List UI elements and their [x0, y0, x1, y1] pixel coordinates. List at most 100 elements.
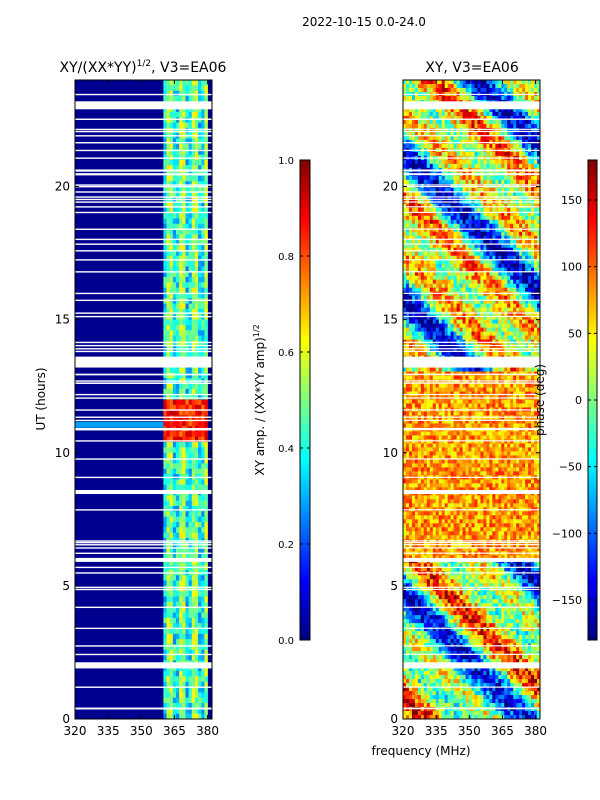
- amp-cell: [172, 607, 177, 613]
- phase-cell: [489, 203, 493, 209]
- amp-cell: [163, 495, 167, 501]
- phase-cell: [537, 207, 540, 213]
- phase-cell: [528, 351, 532, 356]
- phase-cell: [465, 95, 469, 101]
- phase-cell: [537, 115, 540, 121]
- phase-cell: [489, 231, 493, 237]
- amp-cell: [185, 458, 189, 464]
- phase-cell: [495, 271, 499, 276]
- phase-cell: [456, 299, 460, 304]
- amp-cell: [172, 143, 177, 150]
- phase-cell: [459, 335, 463, 340]
- amp-cell: [179, 532, 183, 539]
- amp-cell: [176, 122, 180, 129]
- phase-cell: [534, 299, 538, 304]
- amp-cell: [163, 181, 167, 187]
- phase-cell: [513, 127, 517, 133]
- phase-cell: [447, 115, 451, 121]
- phase-cell: [480, 351, 484, 356]
- phase-cell: [489, 279, 493, 284]
- phase-cell: [405, 187, 410, 193]
- phase-cell: [444, 163, 448, 169]
- phase-cell: [522, 195, 526, 201]
- amp-cell: [188, 521, 193, 528]
- phase-cell: [513, 115, 517, 121]
- phase-cell: [477, 283, 481, 288]
- phase-cell: [453, 223, 457, 229]
- amp-cell: [179, 250, 183, 257]
- phase-cell: [507, 275, 511, 280]
- phase-cell: [450, 319, 454, 324]
- amp-cell: [188, 623, 193, 629]
- phase-cell: [525, 259, 529, 265]
- amp-cell: [172, 655, 177, 661]
- phase-cell: [528, 247, 532, 253]
- phase-cell: [528, 327, 532, 332]
- amp-cell: [163, 80, 167, 86]
- amp-cell: [188, 601, 193, 608]
- phase-cell: [534, 211, 538, 217]
- phase-cell: [447, 111, 451, 117]
- phase-cell: [513, 251, 517, 257]
- phase-cell: [492, 87, 496, 93]
- phase-cell: [465, 83, 469, 89]
- phase-cell: [405, 303, 410, 308]
- phase-cell: [522, 175, 526, 181]
- phase-cell: [504, 107, 508, 113]
- amp-cell: [198, 681, 202, 688]
- amp-cell: [201, 436, 205, 443]
- phase-cell: [504, 303, 508, 308]
- phase-cell: [501, 323, 505, 328]
- phase-cell: [516, 115, 520, 121]
- amp-cell: [185, 303, 189, 310]
- phase-cell: [435, 243, 440, 249]
- phase-cell: [525, 191, 529, 197]
- amp-cell: [185, 649, 189, 656]
- amp-cell: [179, 671, 183, 677]
- amp-cell: [191, 234, 196, 241]
- amp-cell: [201, 655, 205, 661]
- amp-cell: [172, 303, 177, 310]
- phase-cell: [453, 231, 457, 237]
- phase-cell: [501, 315, 505, 320]
- phase-cell: [423, 303, 428, 308]
- amp-cell: [204, 330, 208, 336]
- phase-cell: [534, 215, 538, 221]
- amp-cell: [166, 127, 171, 134]
- phase-cell: [510, 243, 514, 249]
- phase-cell: [403, 279, 407, 284]
- amp-cell: [169, 649, 174, 656]
- amp-cell: [179, 298, 183, 304]
- phase-cell: [414, 95, 419, 101]
- phase-cell: [465, 211, 469, 217]
- phase-cell: [537, 203, 540, 209]
- phase-cell: [492, 127, 496, 133]
- amp-cell: [194, 596, 199, 603]
- amp-cell: [182, 255, 186, 262]
- phase-cell: [474, 111, 478, 117]
- amp-cell: [194, 95, 199, 102]
- phase-cell: [417, 95, 422, 101]
- amp-cell: [188, 117, 193, 123]
- amp-cell: [182, 692, 186, 698]
- amp-cell: [172, 213, 177, 219]
- phase-cell: [516, 239, 520, 245]
- phase-cell: [507, 231, 511, 237]
- phase-cell: [408, 287, 413, 292]
- phase-cell: [417, 239, 422, 245]
- phase-cell: [477, 351, 481, 356]
- phase-cell: [456, 351, 460, 356]
- phase-cell: [537, 227, 540, 233]
- phase-cell: [426, 127, 431, 133]
- phase-cell: [432, 119, 437, 125]
- amp-cell: [179, 404, 183, 411]
- amp-cell: [188, 708, 193, 714]
- phase-cell: [435, 223, 440, 229]
- amp-cell: [169, 351, 174, 358]
- amp-cell: [198, 394, 202, 400]
- amp-cell: [172, 277, 177, 283]
- amp-cell: [166, 122, 171, 129]
- amp-cell: [204, 165, 208, 171]
- amp-cell: [185, 330, 189, 336]
- phase-cell: [405, 331, 410, 336]
